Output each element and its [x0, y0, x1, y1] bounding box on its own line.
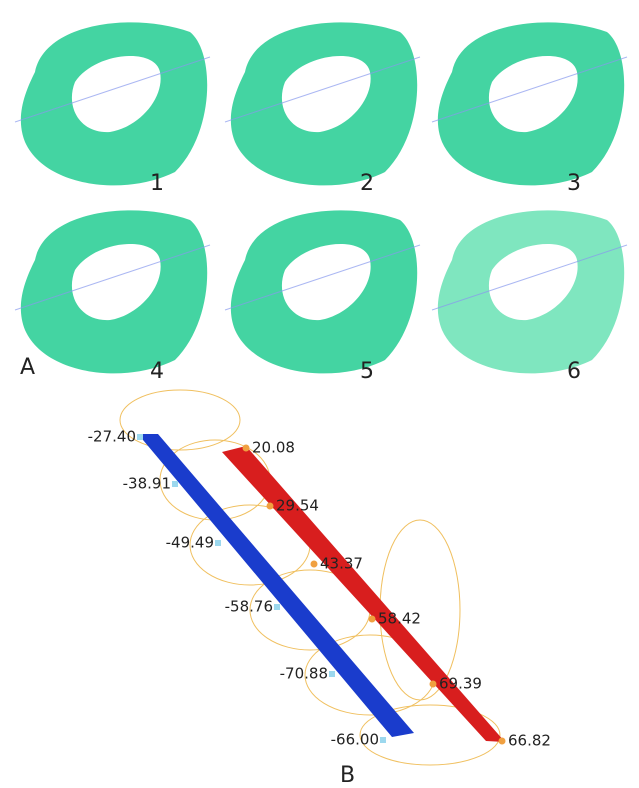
panel-label: A — [20, 355, 35, 380]
ring — [438, 22, 624, 185]
ring-panel: 4 — [15, 210, 210, 384]
ring — [231, 210, 417, 373]
ring-number: 3 — [567, 171, 581, 196]
marker — [172, 481, 178, 487]
marker — [137, 434, 143, 440]
marker — [499, 738, 506, 745]
ring-number: 6 — [567, 359, 581, 384]
value-label: 29.54 — [276, 497, 319, 515]
ring — [438, 210, 624, 373]
value-label: -58.76 — [225, 598, 273, 616]
ring-panel: 3 — [432, 22, 627, 196]
ring-number: 5 — [360, 359, 374, 384]
ring-panel: 1 — [15, 22, 210, 196]
marker — [369, 616, 376, 623]
figure: 6 5 4 3 2 1 A B -27.40 -38.91 -49.49 -58.76 -70.8… — [0, 0, 639, 788]
ring — [231, 22, 417, 185]
panel-label: B — [340, 763, 355, 788]
value-label: -49.49 — [166, 534, 214, 552]
value-label: 69.39 — [439, 675, 482, 693]
value-label: -27.40 — [88, 428, 136, 446]
marker — [274, 604, 280, 610]
value-label: 66.82 — [508, 732, 551, 750]
marker — [329, 671, 335, 677]
value-label: -38.91 — [123, 475, 171, 493]
value-label: 20.08 — [252, 439, 295, 457]
value-label: 43.37 — [320, 555, 363, 573]
marker — [430, 681, 437, 688]
ring-number: 1 — [150, 171, 164, 196]
ring-panel: 6 — [432, 210, 627, 384]
marker — [215, 540, 221, 546]
marker — [380, 737, 386, 743]
blue-band — [138, 434, 414, 737]
outline-lobes — [120, 390, 500, 765]
marker — [243, 445, 250, 452]
value-label: 58.42 — [378, 610, 421, 628]
marker — [267, 503, 274, 510]
value-label: -70.88 — [280, 665, 328, 683]
marker — [311, 561, 318, 568]
ring — [21, 210, 207, 373]
ring-panel: 2 — [225, 22, 420, 196]
ring-number: 4 — [150, 359, 164, 384]
ring-panel: 5 — [225, 210, 420, 384]
ring — [21, 22, 207, 185]
ring-number: 2 — [360, 171, 374, 196]
value-label: -66.00 — [331, 731, 379, 749]
